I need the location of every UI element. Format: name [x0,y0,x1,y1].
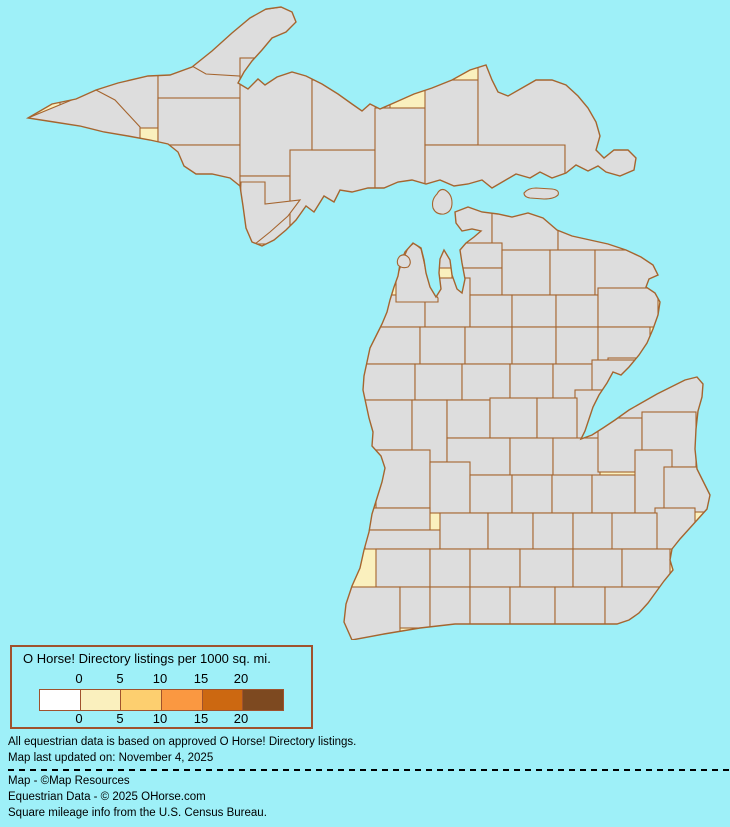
county-washtenaw [572,548,623,588]
county-leelanau [395,242,439,303]
county-muskegon [375,449,431,509]
legend-ticks-bottom: 0 5 10 15 20 [12,711,311,726]
legend-ticks-top: 0 5 10 15 20 [12,671,311,686]
county-kalamazoo [429,548,471,588]
tick-label: 10 [152,711,168,726]
county-hillsdale [509,586,556,629]
county-presque-isle [557,211,649,253]
county-missaukee [464,326,513,365]
legend-swatch-15-20 [201,690,243,710]
county-clare [509,363,554,401]
county-branch [469,586,511,629]
footer-dashed-divider [8,769,730,771]
county-clinton [511,474,553,514]
county-oscoda [555,294,599,328]
county-alcona [597,287,659,328]
county-berrien [344,586,401,640]
county-cass [399,586,431,629]
footer-census-credit: Square mileage info from the U.S. Census… [8,807,267,819]
county-wayne [621,548,671,588]
tick-label: 10 [152,671,168,686]
county-shiawassee [551,474,593,514]
county-oakland [611,512,658,550]
tick-label: 5 [116,711,124,726]
michigan-county-map [27,6,711,640]
county-allegan [364,529,441,550]
legend-color-ramp [39,689,284,711]
county-calhoun [469,548,521,588]
county-charlevoix [431,242,503,269]
county-livingston [572,512,616,550]
county-roscommon [511,326,557,365]
beaver-island [431,188,453,215]
county-ogemaw [555,326,599,365]
footer-updated-note: Map last updated on: November 4, 2025 [8,752,214,764]
county-iron [139,144,241,208]
footer-data-credit: Equestrian Data - © 2025 OHorse.com [8,791,206,803]
county-jackson [519,548,574,588]
manitou-island [396,254,411,269]
county-barry [439,512,489,550]
county-gratiot [509,437,554,476]
legend-swatch-20plus [242,690,284,710]
tick-label: 0 [75,671,83,686]
tick-label: 5 [116,671,124,686]
tick-label: 20 [233,711,249,726]
county-st-clair [663,466,710,513]
tick-label: 0 [75,711,83,726]
county-eaton [487,512,534,550]
county-kent [429,461,471,514]
footer-map-credit: Map - ©Map Resources [8,775,130,787]
legend-swatch-0-5 [79,690,121,710]
bois-blanc-island [523,187,559,200]
county-genesee [591,474,636,514]
tick-label: 15 [193,671,209,686]
county-ionia [469,474,513,514]
county-luce [424,79,479,146]
legend: O Horse! Directory listings per 1000 sq.… [10,645,313,729]
legend-title: O Horse! Directory listings per 1000 sq.… [23,651,271,666]
county-isabella [489,397,538,439]
county-ingham [532,512,574,550]
county-st-joseph [429,586,471,629]
county-mecosta [446,399,491,439]
county-wexford [419,326,466,365]
county-ottawa [364,507,431,531]
county-kalkaska [469,294,513,328]
county-crawford [511,294,557,328]
tick-label: 15 [193,711,209,726]
county-montmorency [549,249,596,296]
footer-data-note: All equestrian data is based on approved… [8,736,357,748]
county-otsego [501,249,551,296]
legend-swatch-0 [40,690,80,710]
county-delta [289,149,376,245]
county-baraga [157,97,241,146]
county-lenawee [554,586,606,629]
legend-swatch-10-15 [161,690,202,710]
county-midland [536,397,578,441]
county-van-buren [375,548,431,588]
county-lake [414,363,463,401]
legend-swatch-5-10 [120,690,162,710]
county-monroe [604,586,668,635]
county-arenac [591,359,641,391]
county-osceola [461,363,511,401]
county-mason [357,363,416,401]
tick-label: 20 [233,671,249,686]
county-schoolcraft [374,107,426,191]
